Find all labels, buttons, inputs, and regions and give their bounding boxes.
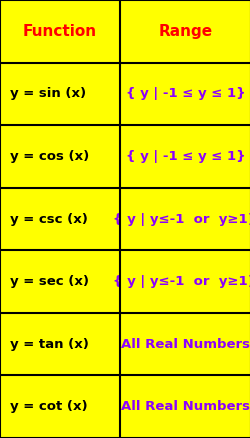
Text: { y | -1 ≤ y ≤ 1}: { y | -1 ≤ y ≤ 1} [125,150,244,163]
Text: y = sec (x): y = sec (x) [10,275,89,288]
Text: Range: Range [158,24,212,39]
Text: { y | y≤-1  or  y≥1}: { y | y≤-1 or y≥1} [113,212,250,226]
Text: { y | y≤-1  or  y≥1}: { y | y≤-1 or y≥1} [113,275,250,288]
Text: y = cot (x): y = cot (x) [10,400,87,413]
Text: y = tan (x): y = tan (x) [10,338,88,351]
Text: y = csc (x): y = csc (x) [10,212,88,226]
Text: Function: Function [23,24,97,39]
Text: All Real Numbers: All Real Numbers [120,338,249,351]
Text: y = cos (x): y = cos (x) [10,150,89,163]
Text: All Real Numbers: All Real Numbers [120,400,249,413]
Text: y = sin (x): y = sin (x) [10,87,86,100]
Text: { y | -1 ≤ y ≤ 1}: { y | -1 ≤ y ≤ 1} [125,87,244,100]
